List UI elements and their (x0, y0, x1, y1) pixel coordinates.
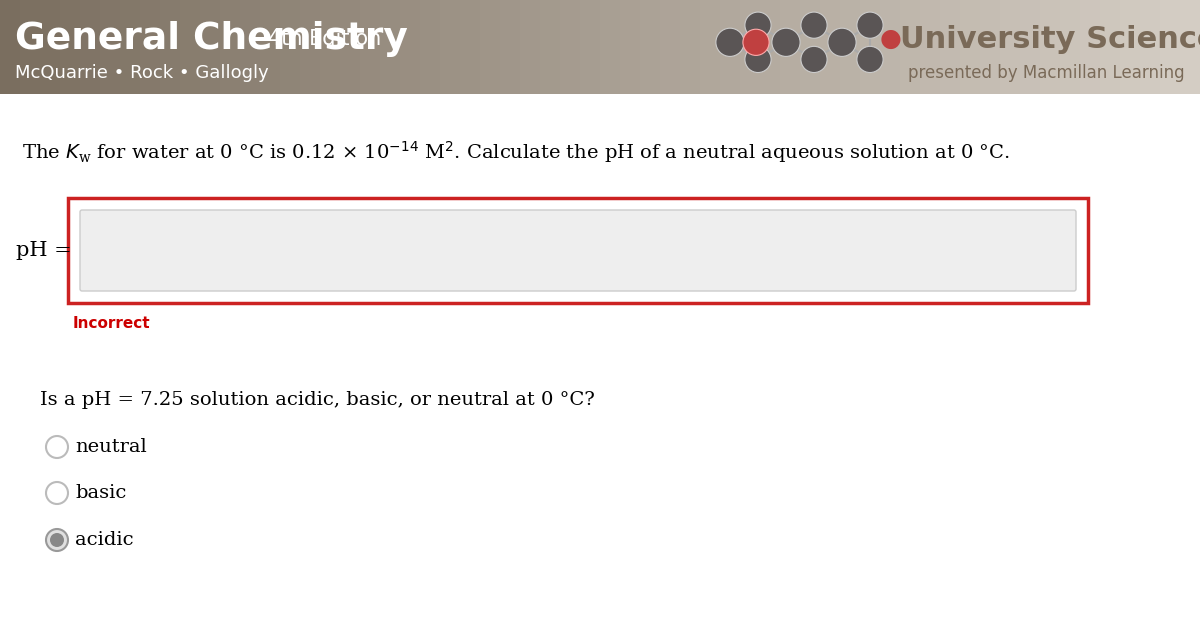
Bar (60, 0, 82, 94)
Bar (1100, 0, 1121, 94)
Circle shape (716, 28, 744, 56)
Bar (960, 0, 982, 94)
Bar (340, 0, 361, 94)
Text: acidic: acidic (74, 531, 133, 549)
Bar (20, 0, 41, 94)
Bar (320, 0, 341, 94)
Bar (0, 0, 22, 94)
Circle shape (857, 46, 883, 73)
Text: Incorrect: Incorrect (73, 315, 151, 330)
Bar (860, 0, 881, 94)
Text: presented by Macmillan Learning: presented by Macmillan Learning (908, 64, 1186, 82)
Bar (1020, 0, 1042, 94)
Bar (440, 0, 461, 94)
Bar (380, 0, 401, 94)
Circle shape (800, 12, 827, 38)
Bar (300, 0, 322, 94)
Bar (720, 0, 742, 94)
Text: ●: ● (880, 27, 902, 51)
Bar (880, 0, 901, 94)
Bar (400, 0, 421, 94)
Bar (80, 0, 101, 94)
Bar (200, 0, 221, 94)
Bar (1180, 0, 1200, 94)
Bar (520, 0, 541, 94)
Bar (240, 0, 262, 94)
Bar (1080, 0, 1102, 94)
Bar (560, 0, 581, 94)
Bar (480, 0, 502, 94)
Circle shape (745, 12, 772, 38)
Bar (420, 0, 442, 94)
Circle shape (46, 436, 68, 458)
Circle shape (772, 28, 800, 56)
Bar (1040, 0, 1061, 94)
Text: 4th Edition: 4th Edition (268, 29, 382, 49)
Text: pH =: pH = (16, 241, 72, 260)
Bar (100, 0, 121, 94)
Bar (980, 0, 1001, 94)
Bar (120, 0, 142, 94)
Bar (40, 0, 61, 94)
Bar (900, 0, 922, 94)
Bar (360, 0, 382, 94)
Bar (160, 0, 181, 94)
Circle shape (50, 533, 64, 547)
Bar (800, 0, 821, 94)
Bar (1120, 0, 1141, 94)
Bar (580, 0, 601, 94)
Text: basic: basic (74, 484, 126, 502)
Bar (140, 0, 161, 94)
Text: Is a pH = 7.25 solution acidic, basic, or neutral at 0 °C?: Is a pH = 7.25 solution acidic, basic, o… (40, 391, 595, 409)
Bar (280, 0, 301, 94)
Bar (740, 0, 761, 94)
Bar (680, 0, 701, 94)
Text: neutral: neutral (74, 438, 146, 456)
Circle shape (800, 46, 827, 73)
Bar (540, 0, 562, 94)
Text: University Science Books: University Science Books (900, 25, 1200, 54)
Bar (840, 0, 862, 94)
Bar (180, 0, 202, 94)
FancyBboxPatch shape (80, 210, 1076, 291)
Bar (760, 0, 781, 94)
Bar (700, 0, 721, 94)
Bar (940, 0, 961, 94)
Circle shape (828, 28, 856, 56)
Bar (600, 0, 622, 94)
Bar (820, 0, 841, 94)
Bar (1140, 0, 1162, 94)
Bar (620, 0, 641, 94)
Bar (260, 0, 281, 94)
Bar (780, 0, 802, 94)
Bar (920, 0, 941, 94)
Bar (220, 0, 241, 94)
Circle shape (743, 29, 769, 56)
Bar (500, 0, 521, 94)
Text: General Chemistry: General Chemistry (14, 22, 408, 58)
Bar (460, 0, 481, 94)
Bar (640, 0, 661, 94)
Bar (1060, 0, 1081, 94)
Bar (1160, 0, 1181, 94)
Text: McQuarrie • Rock • Gallogly: McQuarrie • Rock • Gallogly (14, 64, 269, 82)
Circle shape (46, 482, 68, 504)
Text: The $K_{\mathregular{w}}$ for water at 0 °C is 0.12 × 10$^{-14}$ M$^{2}$. Calcul: The $K_{\mathregular{w}}$ for water at 0… (22, 139, 1010, 165)
Circle shape (857, 12, 883, 38)
Circle shape (46, 529, 68, 551)
Circle shape (745, 46, 772, 73)
FancyBboxPatch shape (68, 198, 1088, 303)
Bar (1000, 0, 1021, 94)
Bar (660, 0, 682, 94)
